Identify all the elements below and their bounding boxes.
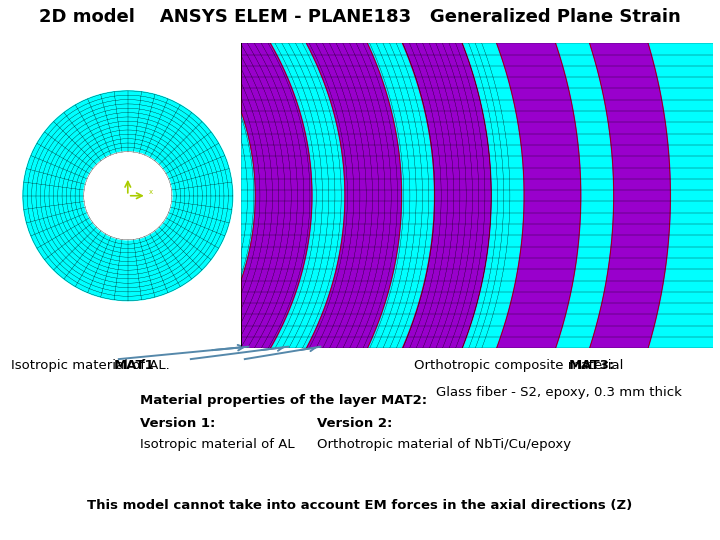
Circle shape xyxy=(84,152,172,240)
Text: Isotropic material of AL.: Isotropic material of AL. xyxy=(11,359,174,372)
Circle shape xyxy=(75,143,181,248)
Circle shape xyxy=(58,126,198,266)
Text: Orthotropic material of NbTi/Cu/epoxy: Orthotropic material of NbTi/Cu/epoxy xyxy=(317,438,571,451)
Polygon shape xyxy=(241,43,312,348)
Circle shape xyxy=(79,147,176,244)
Circle shape xyxy=(71,139,185,253)
Text: Glass fiber - S2, epoxy, 0.3 mm thick: Glass fiber - S2, epoxy, 0.3 mm thick xyxy=(436,386,681,399)
Text: x: x xyxy=(149,188,153,195)
Text: Material properties of the layer MAT2:: Material properties of the layer MAT2: xyxy=(140,394,428,407)
Circle shape xyxy=(40,108,215,284)
Text: 2D model    ANSYS ELEM - PLANE183   Generalized Plane Strain: 2D model ANSYS ELEM - PLANE183 Generaliz… xyxy=(39,8,681,26)
Text: MAT1: MAT1 xyxy=(114,359,155,372)
Circle shape xyxy=(62,130,194,261)
Polygon shape xyxy=(497,43,581,348)
Circle shape xyxy=(27,95,228,296)
Circle shape xyxy=(49,117,207,274)
Text: Isotropic material of AL: Isotropic material of AL xyxy=(140,438,295,451)
Polygon shape xyxy=(307,43,402,348)
Polygon shape xyxy=(402,43,491,348)
Polygon shape xyxy=(590,43,670,348)
Text: Option: Option xyxy=(326,46,394,64)
Circle shape xyxy=(36,104,220,288)
Text: This model cannot take into account EM forces in the axial directions (Z): This model cannot take into account EM f… xyxy=(87,500,633,512)
Text: MAT3:: MAT3: xyxy=(569,359,615,372)
Circle shape xyxy=(53,122,202,270)
Circle shape xyxy=(23,91,233,301)
Circle shape xyxy=(32,99,224,292)
Text: Orthotropic composite material: Orthotropic composite material xyxy=(414,359,628,372)
Circle shape xyxy=(45,113,211,279)
Circle shape xyxy=(66,134,189,257)
Text: Version 2:: Version 2: xyxy=(317,417,392,430)
Text: Version 1:: Version 1: xyxy=(140,417,216,430)
